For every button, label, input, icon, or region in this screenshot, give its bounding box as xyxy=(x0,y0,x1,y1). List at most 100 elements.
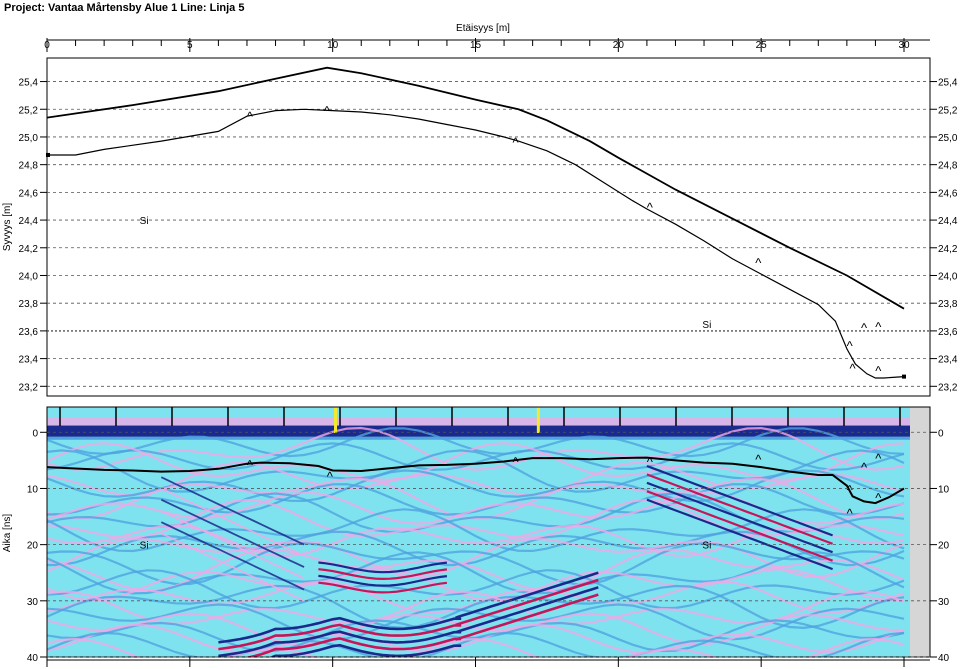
y-tick-label: 23,4 xyxy=(938,355,958,366)
y-tick-label: 23,2 xyxy=(938,382,958,393)
interpretation-marker: ^ xyxy=(247,458,254,473)
y-tick-label: 25,2 xyxy=(19,105,39,116)
y-tick-label: 24,0 xyxy=(938,271,958,282)
interpretation-marker: ^ xyxy=(647,454,654,469)
y-tick-label: 23,8 xyxy=(938,299,958,310)
direct-wave-band xyxy=(47,425,910,437)
y-tick-label: 24,4 xyxy=(938,216,958,227)
reflection-stripe xyxy=(318,561,448,574)
x-tick-label: 25 xyxy=(756,40,768,51)
interpretation-marker: ^ xyxy=(875,364,882,379)
y-tick-label: 23,4 xyxy=(19,355,39,366)
bedrock-reflection xyxy=(455,578,599,627)
interpretation-marker: ^ xyxy=(512,135,519,150)
radargram-image xyxy=(47,407,910,657)
interpretation-marker: ^ xyxy=(861,321,868,336)
y-tick-label: 20 xyxy=(27,541,39,552)
dipping-reflector xyxy=(646,473,833,545)
y-tick-label: 0 xyxy=(938,428,944,439)
reflection-stripe xyxy=(47,537,905,578)
profile-line-1 xyxy=(47,66,905,310)
y-tick-label: 24,6 xyxy=(938,188,958,199)
bedrock-reflection xyxy=(455,586,599,634)
y-tick-label: 24,6 xyxy=(19,188,39,199)
dipping-reflector xyxy=(646,481,833,554)
interpretation-marker: ^ xyxy=(861,460,868,475)
reflection-stripe xyxy=(47,637,905,657)
yellow-marker xyxy=(536,407,540,433)
yellow-marker xyxy=(334,407,338,433)
x-axis-title: Etäisyys [m] xyxy=(456,23,510,34)
soil-label: Si xyxy=(702,320,711,331)
x-tick-label: 30 xyxy=(898,40,910,51)
dipping-reflector xyxy=(160,510,305,580)
y-tick-label: 30 xyxy=(938,597,950,608)
bedrock-reflection xyxy=(455,571,599,619)
soil-label: Si xyxy=(140,216,149,227)
top-plot-frame xyxy=(46,57,931,397)
reflection-stripe xyxy=(47,427,905,458)
elevation-profile-panel: ^ ^ ^ ^ ^ ^ ^ ^ ^ ^ Si Si xyxy=(46,57,931,397)
page-title: Project: Vantaa Mårtensby Alue 1 Line: L… xyxy=(4,2,245,14)
reflection-stripe xyxy=(47,483,905,516)
y-tick-label: 24,4 xyxy=(19,216,39,227)
soil-label: Si xyxy=(702,541,711,552)
interpretation-marker: ^ xyxy=(847,506,854,521)
bedrock-reflection xyxy=(218,623,462,651)
y-tick-label: 25,4 xyxy=(19,78,39,89)
x-tick-label: 15 xyxy=(470,40,482,51)
reflection-stripe xyxy=(47,542,905,586)
interpretation-marker: ^ xyxy=(875,451,882,466)
interpretation-marker: ^ xyxy=(755,452,762,467)
y-tick-label: 20 xyxy=(938,541,950,552)
chart-axes: 25,4 25,4 25,2 25,2 25,0 25,0 24,8 24,8 24,6 24,6… xyxy=(2,23,958,667)
y-tick-label: 23,6 xyxy=(938,327,958,338)
y-tick-label: 25,4 xyxy=(938,78,958,89)
reflection-stripe xyxy=(47,612,905,646)
y-tick-label: 25,0 xyxy=(938,133,958,144)
line-endpoint xyxy=(46,152,50,157)
interpretation-marker: ^ xyxy=(324,103,331,118)
dipping-reflector xyxy=(646,464,833,537)
y-tick-label: 10 xyxy=(27,484,39,495)
line-endpoint xyxy=(902,374,906,379)
reflection-stripe xyxy=(47,568,905,602)
x-tick-label: 5 xyxy=(187,40,193,51)
y-tick-label: 10 xyxy=(938,484,950,495)
y-tick-label: 0 xyxy=(32,428,38,439)
reflection-stripe xyxy=(318,574,448,587)
reflection-stripe xyxy=(47,623,905,654)
reflection-stripe xyxy=(47,524,905,558)
radargram-panel: ^ ^ ^ ^ ^ ^ ^ ^ ^ ^ Si Si xyxy=(46,406,931,658)
dipping-reflector xyxy=(646,498,833,571)
bedrock-reflection xyxy=(455,593,599,641)
y-tick-label: 23,2 xyxy=(19,382,39,393)
x-tick-label: 0 xyxy=(44,40,50,51)
dipping-reflector xyxy=(160,487,305,557)
bedrock-reflection xyxy=(218,616,462,644)
soil-label: Si xyxy=(140,541,149,552)
x-tick-label: 20 xyxy=(613,40,625,51)
interpretation-marker: ^ xyxy=(850,361,857,376)
bedrock-reflection xyxy=(244,637,462,657)
interpretation-marker: ^ xyxy=(847,339,854,354)
dipping-reflector xyxy=(160,521,305,591)
interpretation-marker: ^ xyxy=(647,200,654,215)
y-axis-title-bottom: Aika [ns] xyxy=(2,514,13,553)
reflection-stripe xyxy=(47,498,905,539)
interpreted-interface-line xyxy=(46,456,905,505)
y-tick-label: 24,0 xyxy=(19,271,39,282)
interpretation-marker: ^ xyxy=(875,319,882,334)
reflection-stripe xyxy=(47,551,905,595)
y-tick-label: 25,0 xyxy=(19,133,39,144)
reflection-stripe xyxy=(318,581,448,594)
interpretation-marker: ^ xyxy=(847,482,854,497)
reflection-stripe xyxy=(47,426,905,471)
y-tick-label: 24,8 xyxy=(938,161,958,172)
direct-wave-band xyxy=(47,417,910,426)
profile-line-2 xyxy=(47,108,905,379)
interpretation-marker: ^ xyxy=(512,454,519,469)
reflection-stripe xyxy=(318,568,448,581)
y-tick-label: 40 xyxy=(938,653,950,664)
